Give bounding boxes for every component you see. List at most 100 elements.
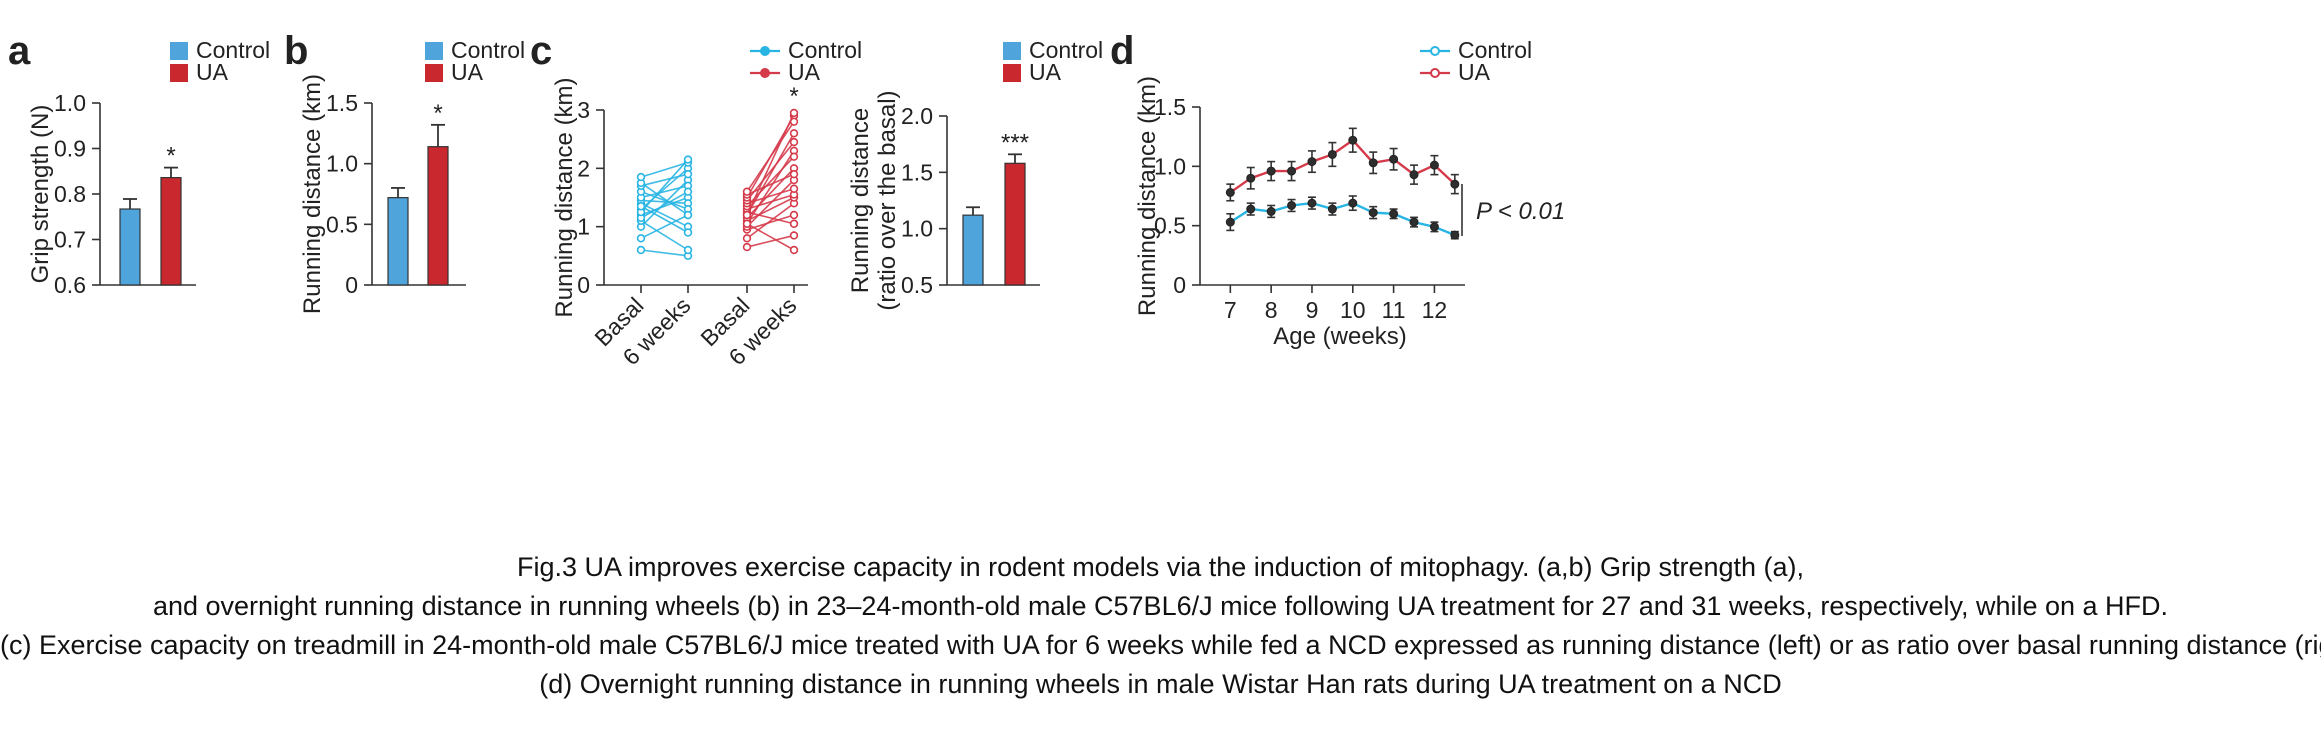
c-left-pair-line-control (640, 182, 689, 216)
d-point-control (1327, 204, 1337, 214)
c-left-point-ua (789, 129, 799, 138)
d-y-tick-label: 1.5 (1154, 94, 1186, 120)
caption-line: (c) Exercise capacity on treadmill in 24… (0, 630, 2321, 660)
d-point-control (1225, 217, 1235, 227)
c-left-point-ua (789, 245, 799, 255)
b-legend-swatch (425, 64, 443, 82)
c-left-legend-marker (760, 68, 770, 78)
d-legend-label: Control (1458, 37, 1532, 63)
c-right-legend-label: UA (1029, 59, 1062, 85)
d-point-control (1409, 217, 1419, 227)
c-right-legend-swatch (1003, 64, 1021, 82)
b-y-tick-label: 1.5 (326, 90, 358, 116)
c-right-bar-control (962, 214, 984, 286)
a-y-tick-label: 0.6 (54, 272, 86, 298)
d-point-ua (1246, 173, 1256, 183)
c-left-point-ua (789, 184, 799, 193)
c-left-y-tick-label: 3 (577, 97, 590, 123)
c-left-point-ua (742, 210, 752, 220)
a-bar-control (119, 208, 141, 286)
d-x-tick-label: 9 (1306, 297, 1319, 323)
c-left-point-control (636, 245, 646, 255)
d-y-label: Running distance (km) (1134, 76, 1161, 316)
c-left-point-control (683, 155, 693, 164)
c-left-point-ua (789, 210, 799, 220)
panel-label-a: a (8, 29, 31, 73)
c-left-pair-line-ua (746, 234, 795, 248)
d-point-control (1287, 200, 1297, 210)
c-left-y-tick-label: 2 (577, 155, 590, 181)
b-legend-label: UA (451, 59, 484, 85)
c-right-bar-ua (1004, 162, 1026, 286)
panel-label-c: c (530, 29, 552, 73)
c-left-point-ua (789, 108, 799, 118)
c-left-pair-line-control (640, 173, 689, 187)
a-legend-swatch (170, 42, 188, 60)
c-left-significance: * (789, 83, 798, 110)
d-x-tick-label: 10 (1340, 297, 1366, 323)
panel-label-d: d (1110, 29, 1134, 73)
c-left-pair-line-control (640, 205, 689, 234)
c-left-legend-marker (760, 46, 770, 56)
c-left-pair-line-control (640, 249, 689, 257)
caption-line: (d) Overnight running distance in runnin… (539, 669, 1782, 699)
d-point-control (1348, 198, 1358, 208)
c-left-y-tick-label: 0 (577, 272, 590, 298)
a-y-tick-label: 0.7 (54, 227, 86, 253)
d-p-value: P < 0.01 (1476, 198, 1565, 225)
c-left-point-ua (789, 231, 799, 240)
c-left-pair-line-ua (746, 121, 795, 193)
d-point-ua (1450, 179, 1460, 189)
d-point-ua (1307, 157, 1317, 167)
d-series-line-ua (1229, 138, 1456, 194)
a-bar-ua (160, 177, 182, 286)
a-legend-swatch (170, 64, 188, 82)
c-right-significance: *** (1001, 129, 1029, 156)
c-left-pair-line-control (640, 199, 689, 205)
d-y-tick-label: 0.5 (1154, 213, 1186, 239)
c-left-point-control (636, 234, 646, 243)
c-left-pair-line-ua (746, 196, 795, 222)
c-right-y-label: Running distance (847, 108, 874, 293)
c-left-point-ua (789, 169, 799, 179)
d-point-ua (1327, 149, 1337, 159)
b-y-label: Running distance (km) (299, 74, 326, 314)
d-point-control (1389, 209, 1399, 219)
c-right-y-tick-label: 1.5 (901, 159, 933, 185)
c-left-pair-line-ua (746, 214, 795, 231)
d-x-label: Age (weeks) (1273, 323, 1406, 350)
d-point-ua (1225, 187, 1235, 197)
d-series-line-control (1229, 201, 1456, 237)
c-left-y-label: Running distance (km) (551, 77, 578, 317)
a-y-label: Grip strength (N) (27, 105, 54, 284)
c-right-legend-label: Control (1029, 37, 1103, 63)
d-point-ua (1389, 154, 1399, 164)
c-left-point-ua (742, 219, 752, 228)
d-point-control (1450, 230, 1460, 240)
c-right-y-tick-label: 1.0 (901, 216, 933, 242)
b-bar-control (387, 197, 409, 286)
figure-caption: Fig.3 UA improves exercise capacity in r… (0, 548, 2321, 704)
c-left-pair-line-ua (746, 150, 795, 225)
c-left-point-control (636, 202, 646, 211)
d-y-tick-label: 1.0 (1154, 153, 1186, 179)
c-left-point-control (636, 172, 646, 182)
c-left-pair-line-control (640, 220, 689, 251)
d-x-tick-label: 7 (1224, 297, 1237, 323)
c-left-pair-line-control (640, 190, 689, 210)
d-point-control (1266, 206, 1276, 216)
c-left-pair-line-ua (746, 179, 795, 228)
d-point-ua (1409, 170, 1419, 180)
c-left-pair-line-ua (746, 202, 795, 239)
c-left-pair-line-control (640, 159, 689, 213)
figure: a b c d 0.6 0.7 0.8 0.9 1.0 * Grip strength (N) Con… (8, 29, 1565, 370)
c-left-legend-label: Control (788, 37, 862, 63)
c-left-pair-line-ua (746, 187, 795, 205)
c-left-point-control (683, 245, 693, 255)
d-legend-marker (1430, 68, 1440, 78)
panel-label-b: b (284, 29, 308, 73)
c-left-point-ua (789, 152, 799, 161)
c-left-pair-line-ua (746, 193, 795, 210)
b-y-tick-label: 1.0 (326, 151, 358, 177)
c-left-pair-line-ua (746, 167, 795, 219)
